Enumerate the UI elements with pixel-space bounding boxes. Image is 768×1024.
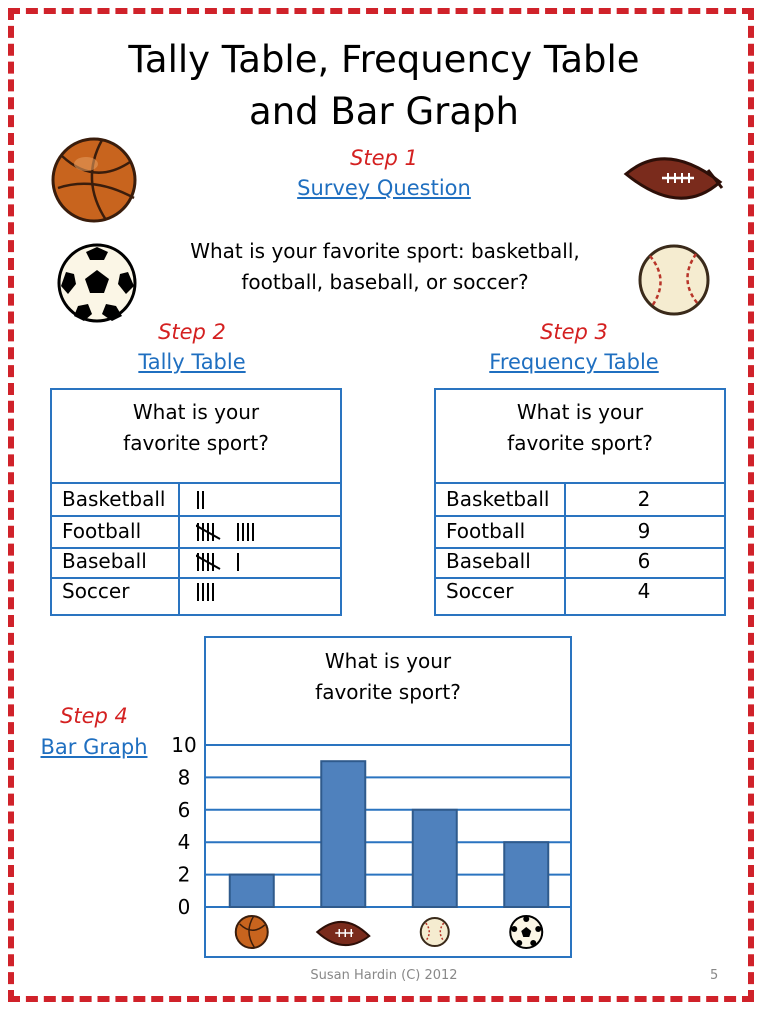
y-tick-label: 0	[178, 895, 191, 919]
tally-cross-stroke	[196, 554, 221, 570]
bar-soccer	[503, 841, 550, 908]
survey-question-text: What is your favorite sport: basketball,…	[160, 236, 610, 298]
tally-row: Basketball	[52, 484, 340, 517]
bar-baseball	[411, 808, 458, 908]
page-title-line-2: and Bar Graph	[249, 90, 519, 133]
frequency-count: 9	[637, 519, 651, 543]
bar-graph-title-line-2: favorite sport?	[315, 680, 461, 704]
tally-sport-name: Football	[62, 519, 142, 543]
frequency-row: Soccer 4	[436, 576, 724, 607]
football-icon	[315, 920, 371, 946]
frequency-sport-name: Basketball	[446, 487, 550, 511]
tally-marks	[196, 523, 254, 541]
soccer-ball-icon	[57, 243, 137, 323]
page-number: 5	[710, 968, 719, 983]
basketball-icon	[234, 915, 269, 949]
football-icon	[623, 157, 724, 200]
soccer-ball-icon	[509, 915, 544, 949]
tally-sport-name: Soccer	[62, 579, 130, 603]
page-title-line-1: Tally Table, Frequency Table	[128, 38, 640, 81]
frequency-count: 2	[637, 487, 651, 511]
tally-sport-name: Basketball	[62, 487, 166, 511]
frequency-sport-name: Football	[446, 519, 526, 543]
tally-heading-line-1: What is your	[132, 400, 260, 424]
frequency-row: Baseball 6	[436, 546, 724, 579]
frequency-count: 6	[637, 549, 651, 573]
frequency-table: What is your favorite sport? Basketball 2…	[434, 388, 726, 616]
survey-question-link[interactable]: Survey Question	[297, 176, 471, 200]
bar-chart: 0 2 4 6 8 10	[171, 733, 572, 949]
frequency-sport-name: Baseball	[446, 549, 531, 573]
y-tick-label: 2	[178, 863, 191, 887]
step-4-label: Step 4	[60, 704, 128, 728]
bar-graph-title: What is your favorite sport?	[206, 646, 570, 708]
dashed-page-border	[8, 8, 754, 1002]
tally-table-link[interactable]: Tally Table	[138, 350, 246, 374]
y-tick-label: 8	[178, 765, 191, 789]
step-1-label: Step 1	[350, 146, 418, 170]
bar-graph-link[interactable]: Bar Graph	[40, 735, 148, 759]
tally-table-body: Basketball Football Baseball Soccer	[52, 484, 340, 614]
frequency-heading-line-1: What is your	[516, 400, 644, 424]
step-2-label: Step 2	[158, 320, 226, 344]
bar-basketball	[228, 873, 275, 909]
tally-marks	[197, 491, 204, 509]
y-tick-label: 4	[178, 830, 191, 854]
basketball-icon	[51, 137, 137, 223]
frequency-row: Football 9	[436, 516, 724, 549]
tally-row: Soccer	[52, 576, 340, 607]
frequency-table-heading: What is your favorite sport?	[436, 390, 724, 484]
tally-sport-name: Baseball	[62, 549, 147, 573]
bar-graph-title-line-1: What is your	[324, 649, 452, 673]
page-title: Tally Table, Frequency Table and Bar Gra…	[0, 34, 768, 138]
step-3-label: Step 3	[540, 320, 608, 344]
tally-marks	[197, 583, 214, 601]
tally-table-heading: What is your favorite sport?	[52, 390, 340, 484]
tally-row: Football	[52, 516, 340, 549]
frequency-table-body: Basketball 2 Football 9 Baseball 6 Soccer 4	[436, 484, 724, 614]
tally-column-divider	[178, 484, 180, 614]
tally-cross-stroke	[196, 524, 221, 540]
frequency-table-link[interactable]: Frequency Table	[489, 350, 659, 374]
frequency-heading-line-2: favorite sport?	[507, 431, 653, 455]
baseball-icon	[419, 917, 450, 947]
frequency-count: 4	[637, 579, 651, 603]
frequency-row: Basketball 2	[436, 484, 724, 517]
bar-graph-box: What is your favorite sport?	[204, 636, 572, 958]
y-tick-label: 6	[178, 798, 191, 822]
tally-table: What is your favorite sport? Basketball F…	[50, 388, 342, 616]
frequency-sport-name: Soccer	[446, 579, 514, 603]
tally-row: Baseball	[52, 546, 340, 579]
bar-football	[320, 760, 367, 909]
tally-heading-line-2: favorite sport?	[123, 431, 269, 455]
survey-question-line-2: football, baseball, or soccer?	[241, 270, 529, 294]
y-tick-label: 10	[171, 733, 196, 757]
survey-question-line-1: What is your favorite sport: basketball,	[190, 239, 580, 263]
baseball-icon	[638, 244, 710, 316]
tally-marks	[196, 553, 239, 571]
copyright-footer: Susan Hardin (C) 2012	[310, 968, 458, 983]
frequency-column-divider	[564, 484, 566, 614]
